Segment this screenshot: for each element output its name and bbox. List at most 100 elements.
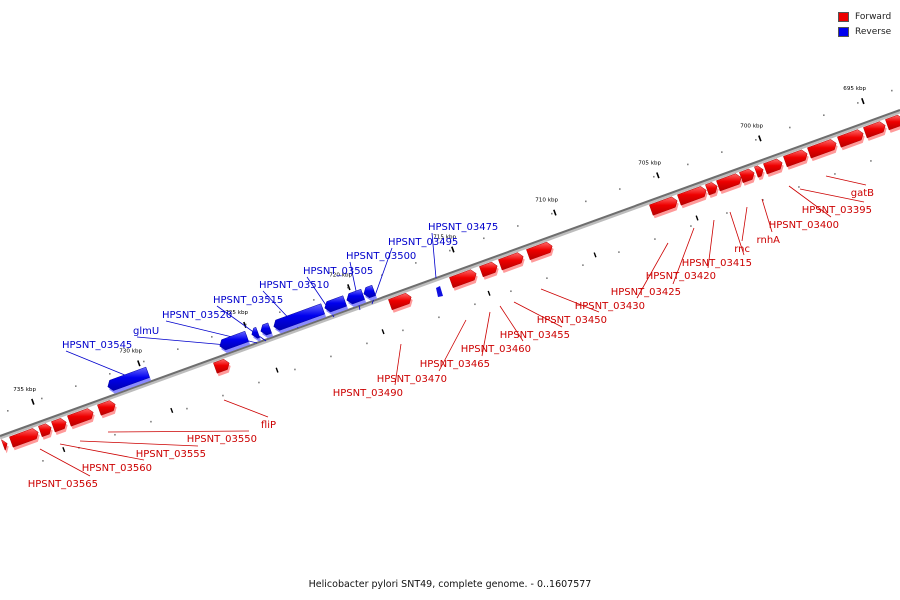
forward-gene-label: HPSNT_03430	[575, 301, 645, 312]
minor-dot-top	[619, 188, 621, 190]
forward-gene-label: HPSNT_03550	[187, 434, 257, 445]
minor-dot-top	[755, 139, 757, 141]
reverse-gene	[273, 303, 325, 331]
forward-gene-label: HPSNT_03555	[136, 449, 206, 460]
reverse-gene-label: HPSNT_03520	[162, 310, 232, 321]
reverse-gene-label: HPSNT_03495	[388, 237, 458, 248]
forward-gene	[739, 168, 755, 184]
tick-label: 725 kbp	[225, 310, 248, 316]
minor-dot-bottom	[186, 407, 188, 410]
forward-gene-leader	[636, 242, 669, 299]
tick-mark	[347, 284, 351, 291]
minor-dot-top	[211, 336, 213, 338]
minor-dot-top	[7, 410, 9, 412]
forward-gene	[807, 139, 837, 159]
minor-dot-top	[891, 89, 893, 92]
forward-gene-leader	[481, 311, 491, 357]
minor-dot-top	[551, 212, 553, 215]
legend-forward: Forward	[838, 9, 891, 24]
reverse-gene-label: HPSNT_03505	[303, 266, 373, 277]
forward-gene-leader	[223, 399, 269, 418]
minor-dots	[7, 89, 893, 462]
tick-mark-lower	[593, 252, 597, 258]
reverse-gene	[346, 288, 365, 305]
forward-gene-label: HPSNT_03565	[28, 479, 98, 490]
forward-gene-label: rnhA	[757, 235, 781, 246]
forward-gene-leader	[39, 448, 91, 477]
minor-dot-top	[41, 397, 43, 400]
reverse-swatch	[838, 26, 849, 37]
forward-gene-leader	[540, 288, 600, 313]
reverse-gene	[107, 366, 150, 391]
minor-dot-bottom	[330, 355, 332, 358]
forward-gene-leader	[513, 301, 563, 328]
tick-label: 705 kbp	[638, 160, 661, 166]
reverse-gene	[251, 326, 260, 339]
forward-gene-label: HPSNT_03465	[420, 359, 490, 370]
reverse-gene	[324, 295, 347, 313]
tick-label: 735 kbp	[13, 387, 36, 393]
minor-dot-bottom	[294, 368, 296, 371]
minor-dot-bottom	[510, 290, 512, 293]
tick-mark-lower	[381, 329, 385, 335]
minor-dot-bottom	[474, 303, 476, 306]
tick-label: 695 kbp	[843, 86, 866, 92]
reverse-gene-leader	[65, 350, 133, 379]
forward-gene	[479, 261, 498, 278]
minor-dot-bottom	[258, 381, 260, 384]
minor-dot-bottom	[618, 251, 620, 253]
minor-dot-bottom	[762, 199, 764, 201]
forward-gene-leader	[59, 443, 145, 461]
minor-dot-bottom	[654, 238, 656, 240]
forward-gene	[9, 428, 39, 448]
gene-labels: gatB HPSNT_03395 HPSNT_03400 rnhA rnc HPSNT_0…	[28, 188, 874, 490]
forward-gene-leader	[707, 219, 715, 269]
reverse-gene-label: HPSNT_03500	[346, 251, 416, 262]
tick-label: 710 kbp	[535, 198, 558, 204]
genome-caption: Helicobacter pylori SNT49, complete geno…	[308, 579, 592, 590]
tick-mark	[137, 360, 141, 367]
minor-dot-top	[823, 114, 825, 117]
minor-dot-bottom	[114, 433, 116, 436]
forward-gene	[885, 114, 900, 131]
forward-gene-label: HPSNT_03425	[611, 287, 681, 298]
forward-gene-leader	[438, 319, 467, 372]
minor-dot-top	[857, 102, 859, 104]
minor-dot-top	[279, 311, 281, 313]
minor-dot-top	[483, 237, 485, 240]
forward-gene	[754, 165, 764, 178]
label-leaders	[39, 175, 867, 477]
minor-dot-top	[381, 274, 383, 277]
minor-dot-top	[75, 385, 77, 387]
legend: Forward Reverse	[838, 9, 891, 39]
minor-dot-top	[415, 262, 417, 264]
forward-gene-label: HPSNT_03560	[82, 463, 152, 474]
forward-gene-label: HPSNT_03400	[769, 220, 839, 231]
minor-dot-bottom	[726, 212, 728, 214]
forward-swatch	[838, 11, 849, 22]
forward-gene-leader	[107, 430, 250, 433]
forward-gene-leader	[788, 185, 832, 218]
forward-gene	[449, 269, 477, 289]
tick-mark	[656, 172, 660, 179]
forward-gene	[51, 418, 67, 433]
tick-mark-lower	[695, 215, 699, 221]
reverse-gene-label: HPSNT_03515	[213, 295, 283, 306]
forward-gene-label: HPSNT_03420	[646, 271, 716, 282]
forward-gene-leader	[799, 188, 865, 203]
forward-gene-label: HPSNT_03395	[802, 205, 872, 216]
minor-dot-top	[687, 163, 689, 166]
tick-mark-lower	[170, 407, 174, 413]
forward-gene-leader	[729, 211, 745, 256]
legend-reverse-label: Reverse	[855, 26, 892, 37]
forward-gene	[716, 173, 742, 192]
minor-dot-top	[449, 249, 451, 252]
forward-gene	[837, 129, 864, 148]
tick-mark	[758, 135, 762, 142]
minor-dot-bottom	[870, 160, 872, 162]
minor-dot-bottom	[798, 186, 800, 188]
tick-mark	[451, 246, 455, 253]
minor-dot-top	[245, 323, 247, 326]
reverse-gene-small	[436, 286, 443, 297]
